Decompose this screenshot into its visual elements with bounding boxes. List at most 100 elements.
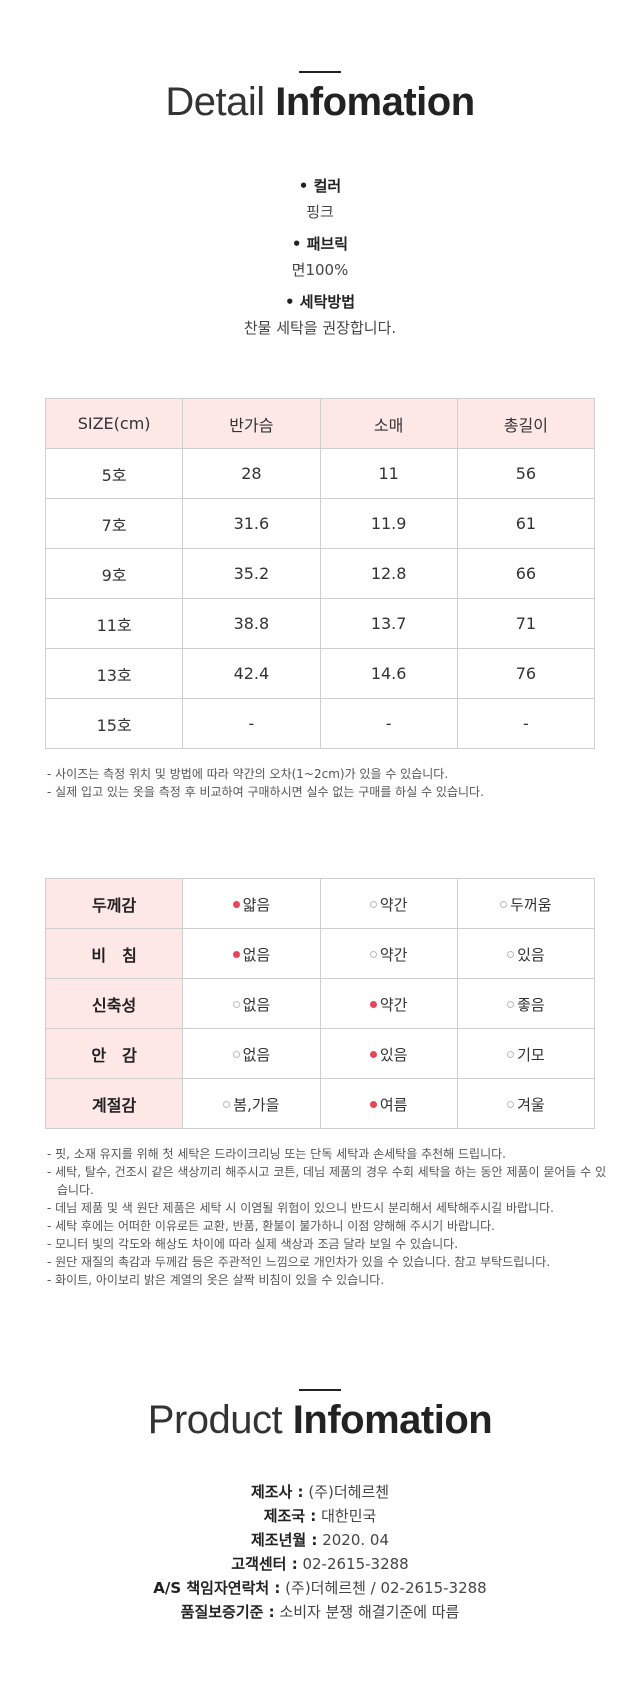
unselected-dot-icon [223,1100,231,1108]
size-cell: 28 [182,448,321,499]
spec-color: • 컬러 핑크 [0,175,640,222]
product-info-value: (주)더헤르첸 / 02-2615-3288 [285,1579,487,1597]
feel-table: 두께감 얇음 약간 두꺼움 비 침 없음 약간 있음 신축성 없음 약간 좋음 … [44,878,596,1129]
size-cell: 5호 [44,448,184,499]
table-row: 비 침 없음 약간 있음 [44,928,596,979]
product-info-row: 제조년월 : 2020. 04 [0,1528,640,1552]
spec-value: 찬물 세탁을 권장합니다. [243,319,397,337]
table-row: 안 감 없음 있음 기모 [44,1028,596,1079]
note-line: - 사이즈는 측정 위치 및 방법에 따라 약간의 오차(1~2cm)가 있을 … [47,767,449,781]
product-info-label: 제조국 : [263,1507,317,1525]
size-cell: 12.8 [319,548,458,599]
option-text: 얇음 [242,895,271,914]
note-line: - 원단 재질의 촉감과 두께감 등은 주관적인 느낌으로 개인차가 있을 수 … [47,1255,551,1269]
option-text: 봄,가을 [233,1095,280,1114]
table-row: 계절감 봄,가을 여름 겨울 [44,1078,596,1129]
size-cell: 38.8 [182,598,321,649]
size-cell: 7호 [44,498,184,549]
product-info-value: 02-2615-3288 [302,1555,409,1573]
spec-label: • 패브릭 [291,235,349,253]
option-text: 약간 [379,895,408,914]
size-cell: - [182,698,321,749]
feel-option: 두꺼움 [456,878,596,929]
size-cell: 42.4 [182,648,321,699]
product-info-row: 품질보증기준 : 소비자 분쟁 해결기준에 따름 [0,1600,640,1624]
spec-fabric: • 패브릭 면100% [0,233,640,280]
size-header-cell: 소매 [319,398,458,449]
size-cell: 13호 [44,648,184,699]
option-text: 있음 [379,1045,408,1064]
feel-option: 여름 [319,1078,458,1129]
unselected-dot-icon [369,950,377,958]
size-cell: 61 [456,498,596,549]
note-line: - 실제 입고 있는 옷을 측정 후 비교하여 구매하시면 실수 없는 구매를 … [47,785,484,799]
care-notes: - 핏, 소재 유지를 위해 첫 세탁은 드라이크리닝 또는 단독 세탁과 손세… [47,1145,607,1289]
spec-label: • 컬러 [298,177,342,195]
size-header-cell: 총길이 [456,398,596,449]
product-info-label: 품질보증기준 : [180,1603,275,1621]
table-row: 두께감 얇음 약간 두꺼움 [44,878,596,929]
feel-key: 계절감 [44,1078,184,1129]
size-cell: 35.2 [182,548,321,599]
feel-option: 기모 [456,1028,596,1079]
product-info-label: 고객센터 : [231,1555,298,1573]
note-line: - 핏, 소재 유지를 위해 첫 세탁은 드라이크리닝 또는 단독 세탁과 손세… [47,1147,506,1161]
feel-option: 있음 [456,928,596,979]
feel-option: 얇음 [182,878,321,929]
product-info-value: (주)더헤르첸 [308,1483,390,1501]
product-info-label: A/S 책임자연락처 : [153,1579,281,1597]
unselected-dot-icon [507,1100,515,1108]
product-info-value: 소비자 분쟁 해결기준에 따름 [279,1603,460,1621]
option-text: 좋음 [517,995,545,1014]
product-info-label: 제조년월 : [251,1531,318,1549]
table-row: 9호 35.2 12.8 66 [44,548,596,599]
detail-title: Detail Infomation [0,80,640,125]
size-cell: 14.6 [319,648,458,699]
product-info-row: A/S 책임자연락처 : (주)더헤르첸 / 02-2615-3288 [0,1576,640,1600]
size-cell: 31.6 [182,498,321,549]
size-cell: 9호 [44,548,184,599]
spec-value: 면100% [291,261,349,279]
selected-dot-icon [369,1000,377,1008]
table-row: 신축성 없음 약간 좋음 [44,978,596,1029]
product-info-value: 대한민국 [321,1507,377,1525]
spec-washing: • 세탁방법 찬물 세탁을 권장합니다. [0,291,640,338]
selected-dot-icon [232,900,240,908]
size-cell: 56 [456,448,596,499]
feel-option: 없음 [182,1028,321,1079]
feel-option: 있음 [319,1028,458,1079]
unselected-dot-icon [232,1050,240,1058]
option-text: 없음 [242,1045,271,1064]
unselected-dot-icon [507,1000,515,1008]
note-line: - 화이트, 아이보리 밝은 계열의 옷은 살짝 비침이 있을 수 있습니다. [47,1273,385,1287]
option-text: 두꺼움 [510,895,552,914]
size-cell: 76 [456,648,596,699]
note-line: - 세탁, 탈수, 건조시 같은 색상끼리 해주시고 코튼, 데님 제품의 경우… [47,1165,607,1197]
size-cell: 71 [456,598,596,649]
feel-option: 없음 [182,978,321,1029]
size-cell: 11 [319,448,458,499]
feel-option: 없음 [182,928,321,979]
unselected-dot-icon [232,1000,240,1008]
option-text: 겨울 [517,1095,545,1114]
option-text: 없음 [242,995,271,1014]
note-line: - 데님 제품 및 색 원단 제품은 세탁 시 이염될 위험이 있으니 반드시 … [47,1201,554,1215]
option-text: 약간 [379,995,408,1014]
selected-dot-icon [369,1100,377,1108]
feel-key: 두께감 [44,878,184,929]
size-cell: 66 [456,548,596,599]
size-cell: 11.9 [319,498,458,549]
detail-title-bold: Infomation [275,80,475,124]
product-info-row: 고객센터 : 02-2615-3288 [0,1552,640,1576]
spec-value: 핑크 [306,203,334,221]
feel-option: 좋음 [456,978,596,1029]
size-header-cell: 반가슴 [182,398,321,449]
size-cell: - [319,698,458,749]
size-cell: 11호 [44,598,184,649]
feel-option: 약간 [319,978,458,1029]
product-title: Product Infomation [0,1398,640,1443]
table-row: 7호 31.6 11.9 61 [44,498,596,549]
unselected-dot-icon [507,950,515,958]
size-cell: 13.7 [319,598,458,649]
option-text: 여름 [379,1095,408,1114]
